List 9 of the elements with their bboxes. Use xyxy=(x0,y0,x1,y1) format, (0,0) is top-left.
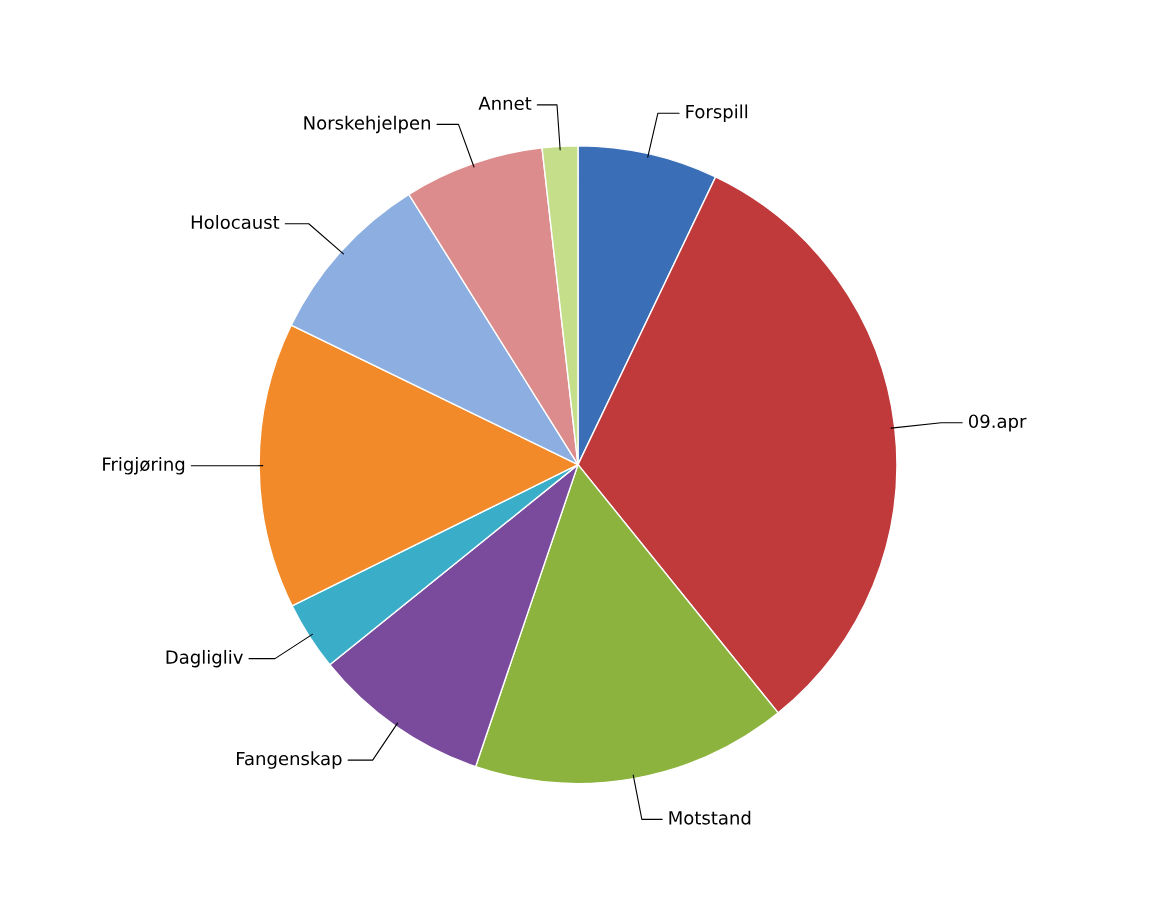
slice-label: 09.apr xyxy=(968,414,1027,432)
slice-label: Annet xyxy=(478,96,532,111)
slice-label: Dagligliv xyxy=(166,649,243,668)
slice-label: Holocaust xyxy=(191,215,280,230)
slice-label: Fangenskap xyxy=(237,751,342,769)
slice-label: Forspill xyxy=(686,104,748,122)
slice-label: Motstand xyxy=(669,810,751,825)
slice-label: Frigjøring xyxy=(103,457,185,475)
slice-label: Norskehjelpen xyxy=(304,115,430,134)
